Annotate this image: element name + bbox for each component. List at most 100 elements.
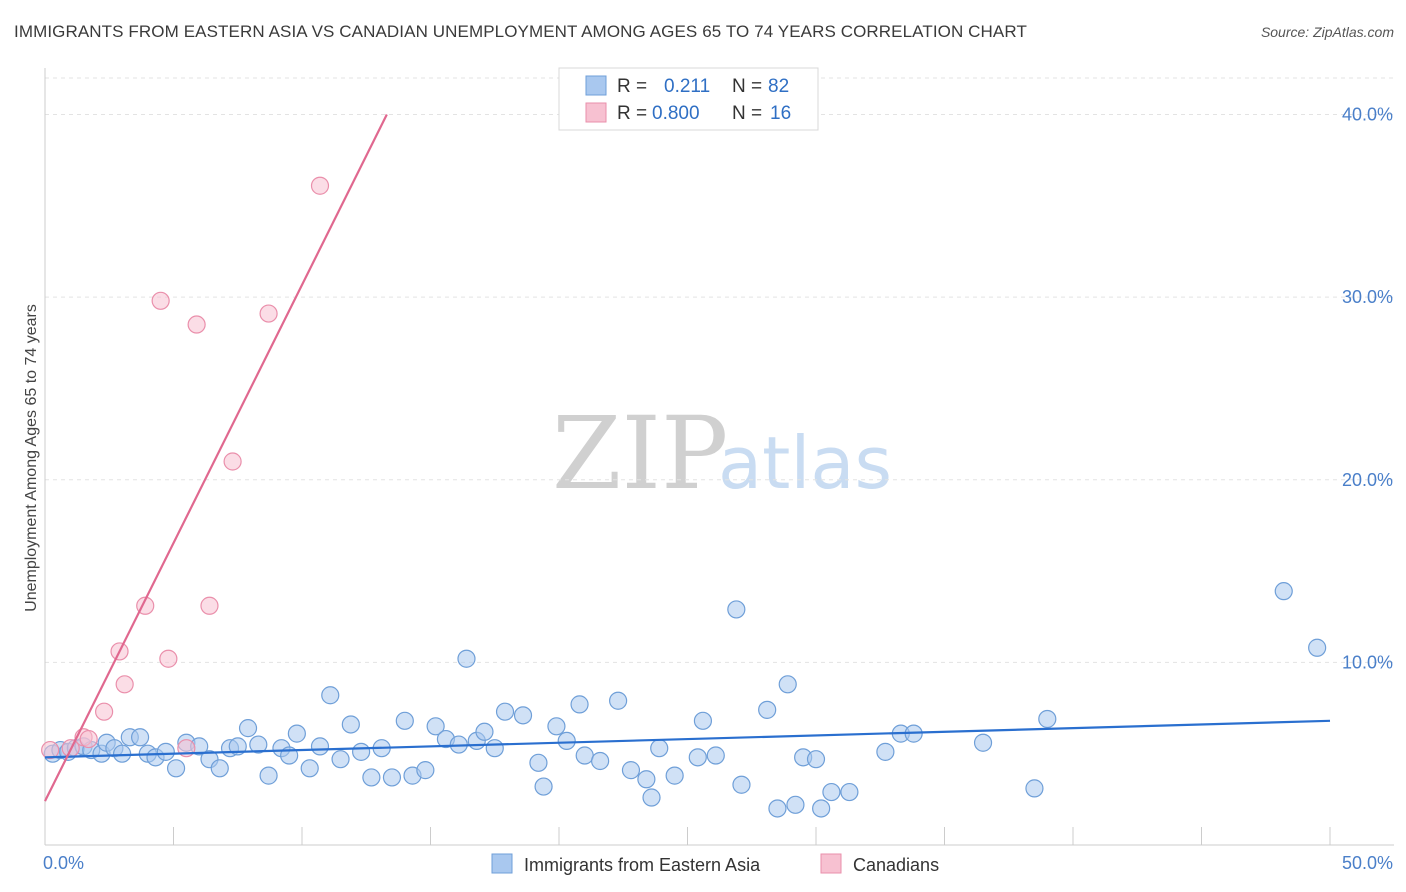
stats-r-value-1: 0.211	[664, 76, 710, 97]
legend-swatch-immigrants	[491, 853, 513, 874]
immigrants-point	[534, 777, 553, 796]
stats-n-value-2: 16	[770, 103, 791, 124]
immigrants-point	[547, 717, 566, 736]
immigrants-point	[395, 711, 414, 730]
immigrants-point	[238, 719, 258, 738]
series-immigrants-points	[43, 582, 1327, 818]
legend-swatch-canadians	[820, 853, 842, 874]
immigrants-point	[166, 759, 186, 778]
immigrants-point	[382, 768, 402, 787]
canadians-point	[115, 675, 134, 694]
immigrants-point	[693, 711, 713, 730]
immigrants-point	[758, 700, 777, 719]
y-tick-label-30: 30.0%	[1342, 287, 1393, 307]
immigrants-point	[778, 675, 797, 694]
immigrants-point	[310, 737, 330, 756]
stats-n-value-1: 82	[768, 76, 789, 97]
chart-title: IMMIGRANTS FROM EASTERN ASIA VS CANADIAN…	[14, 22, 1027, 41]
x-tick-label-max: 50.0%	[1342, 853, 1393, 873]
y-tick-labels: 10.0% 20.0% 30.0% 40.0%	[1342, 105, 1393, 673]
canadians-trend-line	[44, 114, 388, 802]
immigrants-point	[457, 649, 476, 668]
immigrants-point	[112, 744, 132, 763]
immigrants-point	[609, 691, 628, 710]
stats-legend-swatch-pink	[585, 102, 607, 123]
trend-lines	[44, 114, 1331, 802]
canadians-point	[95, 702, 114, 721]
watermark: ZIP atlas	[552, 395, 892, 512]
bottom-legend: Immigrants from Eastern Asia Canadians	[491, 853, 939, 875]
immigrants-point	[768, 799, 787, 818]
immigrants-point	[1025, 779, 1044, 798]
immigrants-point	[210, 759, 229, 778]
immigrants-point	[321, 686, 340, 705]
immigrants-point	[416, 761, 435, 780]
legend-label-canadians: Canadians	[853, 855, 939, 875]
immigrants-point	[1274, 582, 1293, 601]
stats-legend-swatch-blue	[585, 75, 607, 96]
stats-r-label-2: R =	[617, 103, 647, 124]
canadians-point	[159, 649, 178, 668]
stats-legend: R = 0.211 N = 82 R = 0.800 N = 16	[558, 67, 819, 131]
x-tick-labels: 0.0% 50.0%	[43, 853, 1393, 873]
immigrants-point	[529, 753, 548, 772]
immigrants-point	[513, 706, 533, 725]
immigrants-point	[1308, 638, 1327, 657]
immigrants-point	[362, 768, 381, 787]
immigrants-point	[706, 746, 725, 765]
immigrants-point	[822, 782, 841, 802]
y-axis-title: Unemployment Among Ages 65 to 74 years	[23, 304, 40, 612]
immigrants-point	[352, 742, 371, 761]
immigrants-point	[475, 722, 494, 741]
immigrants-point	[973, 733, 993, 752]
immigrants-point	[840, 782, 859, 802]
y-tick-label-20: 20.0%	[1342, 470, 1393, 490]
immigrants-point	[727, 600, 746, 619]
immigrants-point	[876, 742, 895, 761]
immigrants-point	[259, 766, 278, 785]
immigrants-point	[331, 750, 350, 769]
immigrants-point	[156, 742, 175, 761]
watermark-zip: ZIP	[552, 395, 728, 512]
immigrants-point	[485, 739, 504, 758]
immigrants-point	[228, 737, 247, 756]
immigrants-point	[557, 731, 576, 751]
immigrants-point	[642, 788, 661, 807]
legend-label-immigrants: Immigrants from Eastern Asia	[524, 855, 761, 875]
immigrants-point	[688, 748, 707, 767]
y-tick-label-10: 10.0%	[1342, 652, 1393, 672]
immigrants-point	[575, 746, 594, 765]
canadians-point	[200, 596, 219, 615]
grid	[45, 77, 1394, 663]
stats-r-label-1: R =	[617, 76, 647, 97]
immigrants-point	[732, 775, 751, 794]
watermark-atlas: atlas	[718, 421, 892, 505]
immigrants-point	[806, 750, 826, 769]
immigrants-trend-line	[44, 719, 1331, 759]
canadians-point	[310, 176, 330, 195]
immigrants-point	[665, 766, 684, 785]
immigrants-point	[130, 728, 150, 747]
immigrants-point	[621, 761, 641, 780]
immigrants-point	[495, 702, 515, 721]
source-credit: Source: ZipAtlas.com	[1260, 24, 1394, 40]
canadians-point	[79, 729, 98, 749]
canadians-point	[259, 304, 278, 323]
immigrants-point	[287, 724, 306, 743]
y-tick-label-40: 40.0%	[1342, 105, 1393, 125]
immigrants-point	[637, 770, 656, 789]
stats-n-label-2: N =	[732, 103, 762, 124]
canadians-point	[151, 291, 170, 310]
stats-r-value-2: 0.800	[652, 103, 700, 124]
immigrants-point	[812, 799, 831, 818]
immigrants-point	[426, 717, 445, 736]
series-canadians-points	[41, 176, 330, 760]
axes	[44, 68, 1394, 846]
immigrants-point	[650, 739, 669, 758]
immigrants-point	[786, 795, 805, 814]
immigrants-point	[300, 759, 319, 778]
x-tick-label-min: 0.0%	[43, 853, 84, 873]
canadians-point	[223, 452, 242, 471]
immigrants-point	[249, 735, 268, 754]
